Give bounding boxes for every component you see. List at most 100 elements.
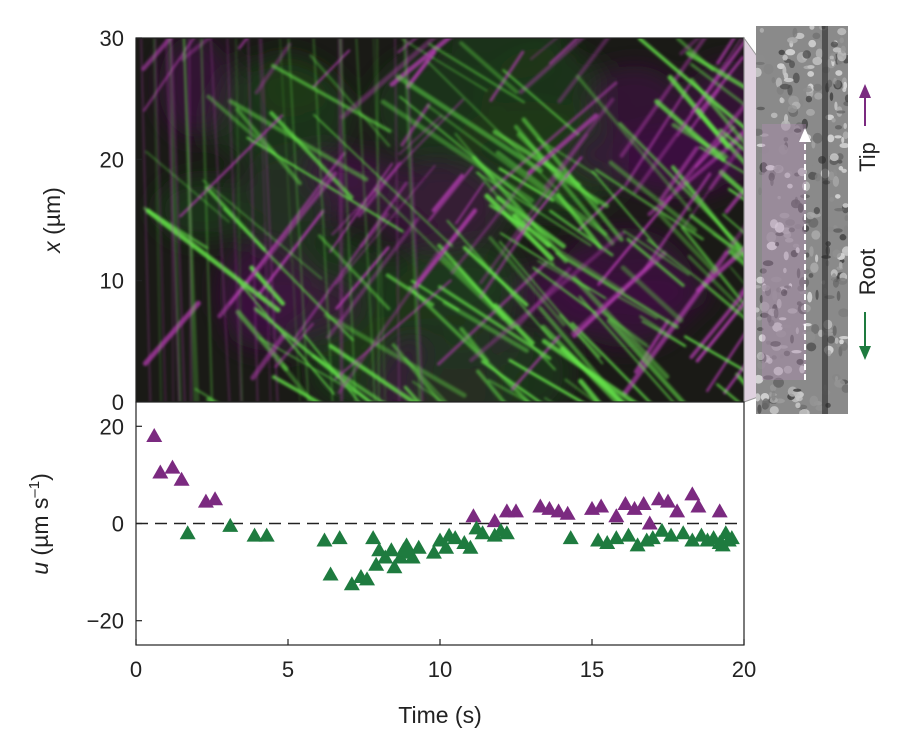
tipward-point (550, 503, 567, 518)
inset-grain (840, 45, 846, 54)
tipward-point (660, 493, 676, 508)
inset-grain (839, 311, 848, 317)
inset-grain (758, 334, 766, 342)
inset-grain (787, 308, 798, 314)
inset-grain (841, 136, 845, 144)
rootward-point (644, 530, 661, 545)
inset-grain (770, 112, 778, 119)
rootward-point (386, 559, 403, 574)
velocity-points (146, 428, 740, 591)
inset-grain (775, 77, 783, 88)
inset-grain (770, 178, 774, 186)
kymograph-streak (313, 114, 454, 248)
inset-grain (756, 285, 762, 289)
kymograph-streak (489, 50, 525, 102)
kymograph-streak (624, 84, 691, 187)
inset-grain (834, 135, 842, 139)
kymograph-streak (233, 276, 335, 395)
inset-grain (836, 110, 846, 114)
kymograph-streak (413, 208, 478, 289)
kymograph-streak (716, 38, 736, 65)
tipward-point (532, 498, 549, 513)
inset-grain (787, 105, 798, 114)
inset-grain (839, 339, 844, 345)
kymograph-streak (428, 42, 526, 104)
inset-grain (805, 252, 810, 258)
kymograph-y-tick-label: 10 (100, 269, 124, 294)
inset-grain (841, 384, 848, 393)
kymograph-streak (312, 38, 334, 402)
inset-grain (766, 241, 778, 251)
inset-grain (773, 164, 784, 174)
rootward-point (653, 522, 670, 537)
tipward-point (650, 491, 667, 506)
inset-grain (756, 106, 765, 111)
inset-grain (773, 377, 785, 388)
inset-grain (812, 56, 823, 66)
inset-grain (756, 352, 765, 361)
kymograph-y-axis-label: x (µm) (39, 187, 65, 254)
kymograph-streak (641, 320, 686, 347)
inset-grain (756, 374, 764, 384)
inset-grain (788, 227, 795, 233)
velocity-x-tick-label: 10 (428, 657, 452, 682)
kymograph-streak (667, 74, 730, 149)
inset-grain (756, 393, 761, 402)
inset-grain (808, 273, 814, 278)
kymograph-streak (476, 171, 555, 266)
kymograph-streak (258, 38, 272, 402)
rootward-point (316, 532, 333, 547)
tip-label: Tip (855, 142, 880, 172)
kymograph-streak (683, 335, 744, 372)
inset-grain (792, 243, 800, 248)
inset-grain (792, 72, 800, 84)
kymograph-streak (140, 38, 152, 402)
tipward-point (207, 491, 224, 506)
kymograph-streak (200, 38, 213, 402)
velocity-y-axis-label: u (µm s–1) (26, 473, 53, 575)
inset-grain (785, 49, 796, 56)
kymograph-streak (578, 378, 602, 402)
kymograph-streak (399, 95, 540, 212)
inset-grain (760, 312, 769, 318)
inset-grain (777, 195, 781, 200)
kymograph-streak (679, 38, 701, 56)
kymograph-streak (339, 38, 357, 402)
kymograph-streak (658, 212, 717, 274)
inset-grain (756, 61, 765, 65)
kymograph-streak (406, 38, 423, 402)
inset-grain (783, 77, 794, 83)
kymograph-streak (398, 114, 443, 156)
inset-grain (784, 172, 791, 179)
kymograph-y-axis: 0 10 20 30 (100, 26, 142, 415)
kymograph-streak (708, 145, 742, 191)
inset-grain (759, 162, 768, 173)
kymograph-texture (155, 178, 252, 241)
root-label: Root (855, 249, 880, 295)
tipward-point (173, 471, 190, 486)
inset-grain (791, 349, 802, 354)
kymograph-streak (274, 322, 314, 368)
inset-grain (809, 246, 814, 257)
inset-grain (774, 222, 785, 233)
kymograph-streak (499, 232, 607, 300)
kymograph-streak (450, 170, 534, 275)
inset-grain (790, 334, 794, 344)
inset-grain (772, 322, 783, 333)
kymograph-y-tick-label: 0 (112, 390, 124, 415)
kymograph-streak (154, 38, 167, 402)
kymograph-streak (527, 113, 599, 175)
inset-grain (829, 92, 834, 102)
kymograph-streak (556, 192, 603, 250)
inset-grain (793, 128, 802, 133)
tipward-point (690, 498, 707, 513)
kymograph-streak (594, 168, 704, 241)
kymograph-streak (459, 326, 490, 363)
kymograph-streak (340, 38, 344, 402)
inset-grain (770, 276, 782, 283)
kymograph-streak (532, 266, 596, 314)
inset-grain (757, 327, 764, 332)
kymograph-streak (318, 234, 391, 311)
inset-grain (784, 237, 794, 243)
tipward-point (559, 505, 576, 520)
